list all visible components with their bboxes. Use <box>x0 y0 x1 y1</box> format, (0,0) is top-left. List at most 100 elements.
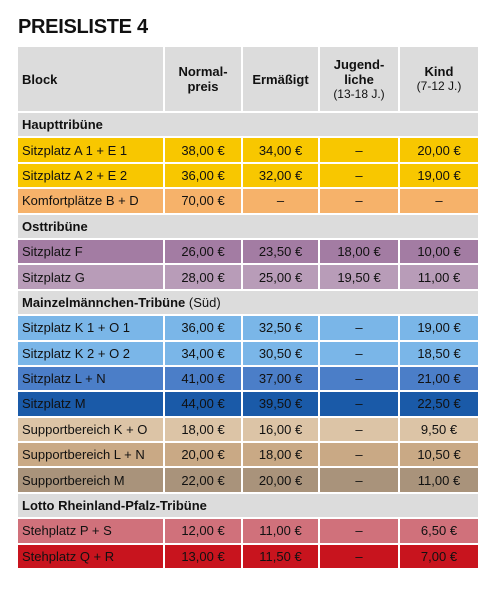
block-name: Sitzplatz G <box>18 265 163 289</box>
section-row: Osttribüne <box>18 214 478 238</box>
block-name: Sitzplatz F <box>18 239 163 264</box>
price-cell: 32,00 € <box>243 163 318 188</box>
title: PREISLISTE 4 <box>18 16 148 38</box>
block-name: Sitzplatz M <box>18 392 163 416</box>
price-cell: 23,50 € <box>243 239 318 264</box>
header-text: Normal- <box>178 64 228 79</box>
price-cell: 19,50 € <box>320 265 398 289</box>
price-row: Komfortplätze B + D 70,00 € – – – <box>18 189 478 213</box>
price-cell: 19,00 € <box>400 163 478 188</box>
price-row: Supportbereich M 22,00 €20,00 € –11,00 € <box>18 468 478 492</box>
price-cell: 9,50 € <box>400 417 478 442</box>
block-name: Supportbereich L + N <box>18 443 163 467</box>
section-row: Haupttribüne <box>18 113 478 137</box>
header-text: Jugend- <box>333 56 385 72</box>
section-name: Osttribüne <box>22 218 88 234</box>
section-name: Haupttribüne <box>22 117 103 133</box>
price-row: Sitzplatz K 2 + O 2 34,00 €30,50 € –18,50 … <box>18 341 478 365</box>
price-cell: 39,50 € <box>243 392 318 416</box>
header-cell: Block <box>18 47 163 111</box>
price-cell: 28,00 € <box>165 265 241 289</box>
price-cell: 22,50 € <box>400 392 478 416</box>
price-row: Sitzplatz F 26,00 €23,50 €18,00 €10,00 € <box>18 239 478 264</box>
price-row: Stehplatz P + S 12,00 €11,00 € –6,50 € <box>18 519 478 543</box>
price-cell: 21,00 € <box>400 366 478 391</box>
price-cell: 19,00 € <box>400 316 478 340</box>
price-cell: 26,00 € <box>165 239 241 264</box>
price-cell: 11,50 € <box>243 544 318 569</box>
price-cell: – <box>320 341 398 365</box>
price-row: Sitzplatz L + N 41,00 €37,00 € –21,00 € <box>18 366 478 391</box>
price-row: Sitzplatz A 2 + E 2 36,00 €32,00 € –19,00 … <box>18 163 478 188</box>
price-cell: 11,00 € <box>400 265 478 289</box>
header-cell: Jugend-liche (13-18 J.) <box>320 47 398 111</box>
section-name: Lotto Rheinland-Pfalz-Tribüne <box>22 498 207 514</box>
price-cell: 11,00 € <box>243 519 318 543</box>
header-cell: Normal-preis <box>165 47 241 111</box>
price-cell: 11,00 € <box>400 468 478 492</box>
price-row: Sitzplatz K 1 + O 1 36,00 €32,50 € –19,00 … <box>18 316 478 340</box>
section-title: Mainzelmännchen-Tribüne (Süd) <box>18 290 478 315</box>
header-subtext: (13-18 J.) <box>333 86 385 101</box>
price-cell: – <box>320 189 398 213</box>
price-cell: – <box>320 417 398 442</box>
section-row: Mainzelmännchen-Tribüne (Süd) <box>18 290 478 315</box>
price-cell: 70,00 € <box>165 189 241 213</box>
block-name: Sitzplatz K 2 + O 2 <box>18 341 163 365</box>
price-cell: – <box>320 138 398 162</box>
price-cell: 38,00 € <box>165 138 241 162</box>
price-row: Sitzplatz A 1 + E 1 38,00 €34,00 € –20,00 … <box>18 138 478 162</box>
table-body: Haupttribüne Sitzplatz A 1 + E 1 38,00 €34… <box>18 113 478 569</box>
section-note: (Süd) <box>188 294 221 310</box>
block-name: Sitzplatz A 1 + E 1 <box>18 138 163 162</box>
price-cell: 18,00 € <box>243 443 318 467</box>
section-title: Lotto Rheinland-Pfalz-Tribüne <box>18 493 478 518</box>
block-name: Sitzplatz L + N <box>18 366 163 391</box>
price-row: Supportbereich L + N 20,00 €18,00 € –10,50… <box>18 443 478 467</box>
price-cell: 36,00 € <box>165 316 241 340</box>
price-cell: – <box>320 468 398 492</box>
price-cell: – <box>320 366 398 391</box>
block-name: Supportbereich M <box>18 468 163 492</box>
price-cell: 25,00 € <box>243 265 318 289</box>
header-cell: Ermäßigt <box>243 47 318 111</box>
price-cell: 32,50 € <box>243 316 318 340</box>
price-cell: 41,00 € <box>165 366 241 391</box>
price-cell: – <box>320 544 398 569</box>
section-row: Lotto Rheinland-Pfalz-Tribüne <box>18 493 478 518</box>
price-cell: 44,00 € <box>165 392 241 416</box>
section-title: Osttribüne <box>18 214 478 238</box>
price-row: Sitzplatz M 44,00 €39,50 € –22,50 € <box>18 392 478 416</box>
price-cell: 10,00 € <box>400 239 478 264</box>
price-cell: 20,00 € <box>400 138 478 162</box>
header-cell: Kind (7-12 J.) <box>400 47 478 111</box>
header-text: Kind <box>424 64 454 79</box>
price-cell: 36,00 € <box>165 163 241 188</box>
price-cell: 16,00 € <box>243 417 318 442</box>
price-row: Sitzplatz G 28,00 €25,00 €19,50 €11,00 € <box>18 265 478 289</box>
price-cell: 20,00 € <box>243 468 318 492</box>
block-name: Komfortplätze B + D <box>18 189 163 213</box>
block-name: Stehplatz Q + R <box>18 544 163 569</box>
price-cell: – <box>320 163 398 188</box>
price-table: Block Normal-preis Ermäßigt Jugend-liche (13… <box>16 45 480 571</box>
price-cell: 34,00 € <box>243 138 318 162</box>
price-cell: 6,50 € <box>400 519 478 543</box>
header-row: Block Normal-preis Ermäßigt Jugend-liche (13… <box>18 47 478 111</box>
header-text: Ermäßigt <box>252 71 309 87</box>
price-cell: 7,00 € <box>400 544 478 569</box>
block-name: Sitzplatz A 2 + E 2 <box>18 163 163 188</box>
price-cell: 37,00 € <box>243 366 318 391</box>
price-cell: 30,50 € <box>243 341 318 365</box>
section-title: Haupttribüne <box>18 113 478 137</box>
price-cell: 12,00 € <box>165 519 241 543</box>
price-cell: 34,00 € <box>165 341 241 365</box>
header-subtext: (7-12 J.) <box>416 79 462 93</box>
price-cell: 18,00 € <box>165 417 241 442</box>
header-text: liche <box>344 71 374 87</box>
price-cell: 20,00 € <box>165 443 241 467</box>
header-text: Block <box>22 71 58 87</box>
price-cell: 10,50 € <box>400 443 478 467</box>
price-cell: 18,50 € <box>400 341 478 365</box>
